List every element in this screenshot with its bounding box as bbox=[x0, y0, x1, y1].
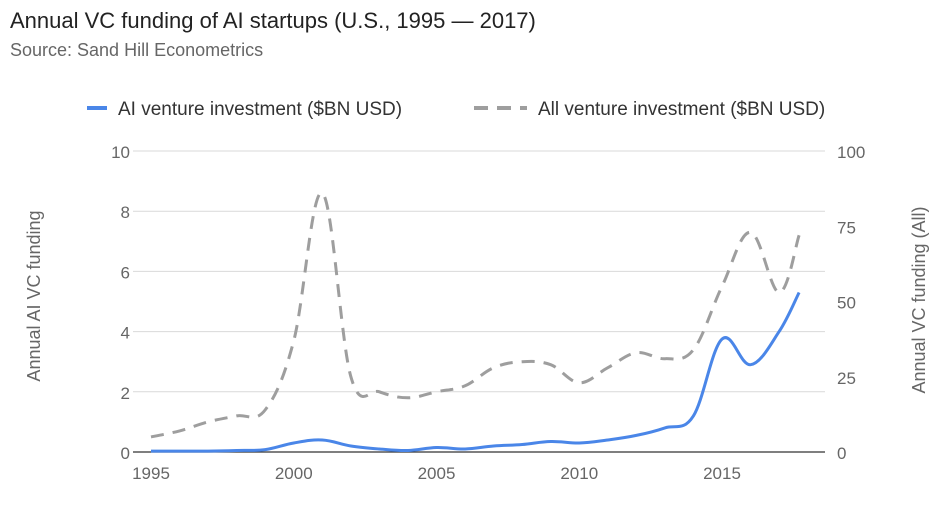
y-axis-left-title: Annual AI VC funding bbox=[24, 210, 44, 381]
y-right-tick-label: 0 bbox=[837, 444, 846, 463]
y-left-tick-label: 10 bbox=[111, 143, 130, 162]
y-left-tick-label: 4 bbox=[121, 324, 130, 343]
series-line-ai bbox=[150, 291, 801, 453]
y-axis-right-title: Annual VC funding (All) bbox=[909, 206, 929, 393]
y-right-tick-label: 50 bbox=[837, 294, 856, 313]
x-tick-label: 2015 bbox=[703, 464, 741, 483]
y-left-tick-label: 6 bbox=[121, 263, 130, 282]
chart-subtitle: Source: Sand Hill Econometrics bbox=[10, 40, 264, 60]
x-tick-label: 2005 bbox=[418, 464, 456, 483]
y-right-tick-label: 75 bbox=[837, 218, 856, 237]
x-tick-label: 1995 bbox=[132, 464, 170, 483]
y-left-tick-label: 0 bbox=[121, 444, 130, 463]
chart-title: Annual VC funding of AI startups (U.S., … bbox=[10, 8, 536, 33]
series-lines bbox=[150, 191, 801, 453]
legend-label-ai[interactable]: AI venture investment ($BN USD) bbox=[118, 99, 402, 120]
y-right-tick-label: 25 bbox=[837, 369, 856, 388]
legend[interactable]: AI venture investment ($BN USD) All vent… bbox=[87, 99, 825, 120]
gridlines bbox=[133, 150, 825, 393]
legend-label-all[interactable]: All venture investment ($BN USD) bbox=[538, 99, 825, 120]
y-right-tick-label: 100 bbox=[837, 143, 865, 162]
series-line-all bbox=[150, 191, 801, 439]
x-tick-label: 2010 bbox=[560, 464, 598, 483]
x-tick-label: 2000 bbox=[275, 464, 313, 483]
y-left-tick-label: 2 bbox=[121, 384, 130, 403]
y-left-tick-label: 8 bbox=[121, 203, 130, 222]
